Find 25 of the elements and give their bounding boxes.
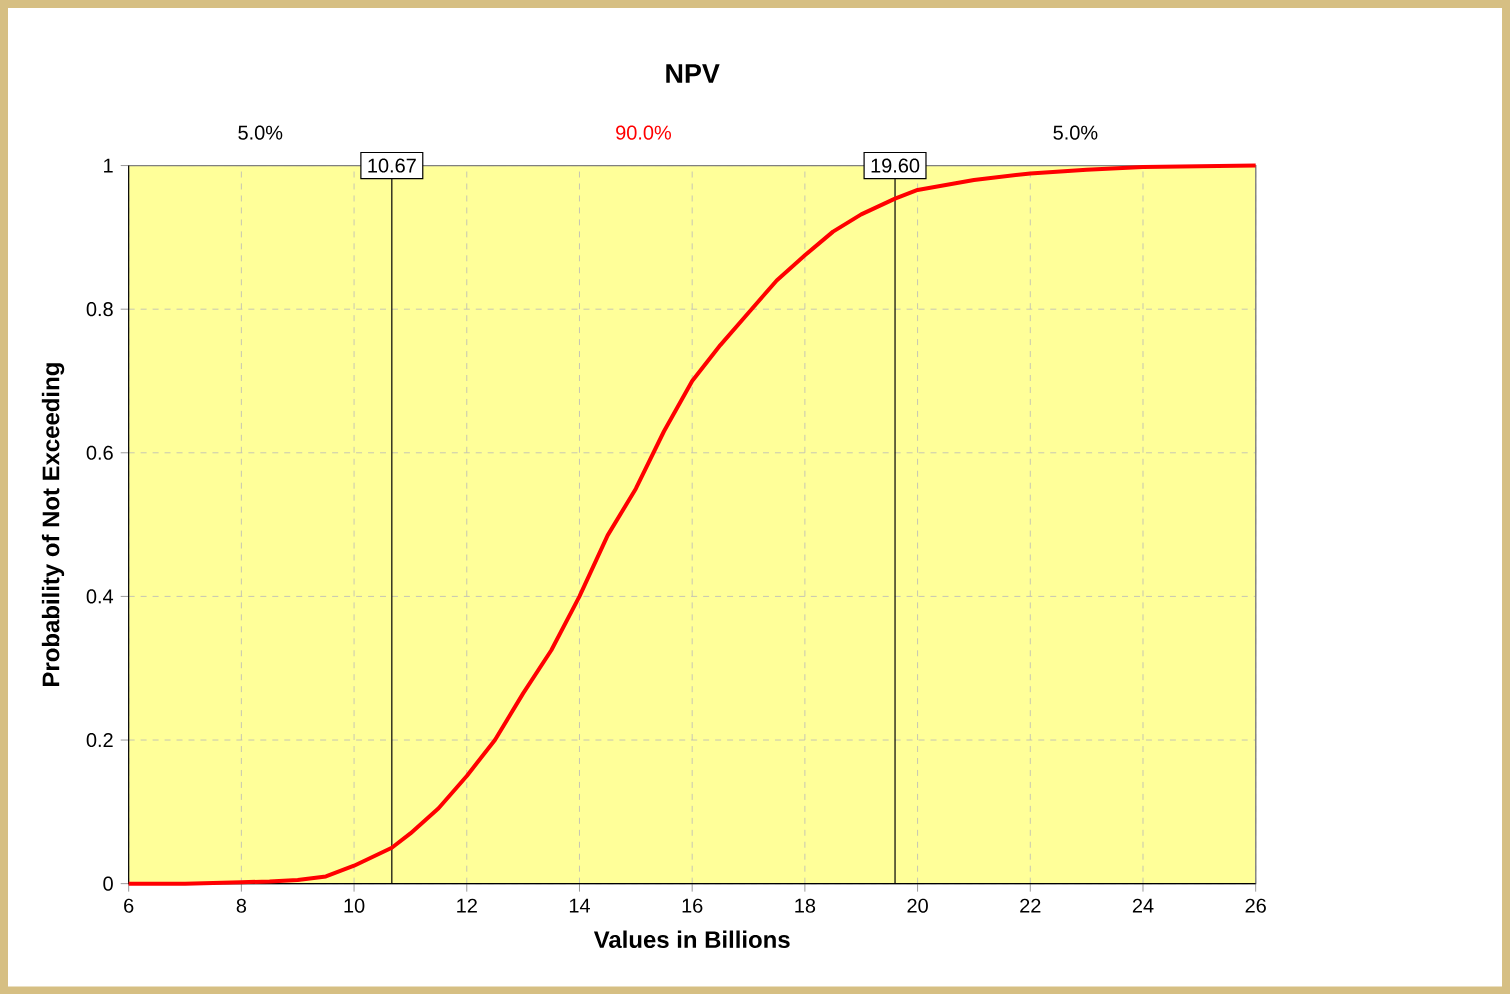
x-tick-label: 6 bbox=[124, 898, 134, 913]
y-tick-label: 0.8 bbox=[86, 301, 113, 317]
band-label: 5.0% bbox=[238, 125, 283, 140]
band-label: 5.0% bbox=[1053, 125, 1098, 140]
y-tick-label: 0.4 bbox=[86, 589, 114, 604]
x-tick-label: 8 bbox=[236, 898, 247, 913]
y-tick-label: 1 bbox=[104, 158, 113, 173]
x-tick-label: 16 bbox=[682, 898, 703, 913]
x-tick-label: 22 bbox=[1020, 898, 1041, 913]
x-tick-label: 18 bbox=[795, 898, 816, 913]
x-tick-label: 14 bbox=[569, 898, 590, 913]
x-tick-label: 20 bbox=[907, 898, 928, 913]
y-tick-label: 0.2 bbox=[86, 732, 113, 747]
chart-title: NPV bbox=[666, 64, 720, 83]
y-tick-label: 0.6 bbox=[86, 445, 113, 460]
x-tick-label: 24 bbox=[1132, 898, 1154, 913]
x-tick-label: 10 bbox=[344, 898, 365, 913]
y-axis-title: Probability of Not Exceeding bbox=[41, 363, 65, 686]
x-tick-label: 26 bbox=[1245, 898, 1266, 913]
x-tick-label: 12 bbox=[457, 898, 477, 913]
ref-line-label: 19.60 bbox=[871, 158, 920, 173]
band-label: 90.0% bbox=[616, 125, 672, 140]
y-tick-label: 0 bbox=[103, 876, 113, 891]
ref-line-label: 10.67 bbox=[368, 158, 416, 173]
x-axis-title: Values in Billions bbox=[593, 930, 790, 948]
